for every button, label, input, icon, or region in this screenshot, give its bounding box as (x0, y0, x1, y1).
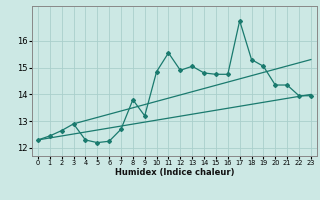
X-axis label: Humidex (Indice chaleur): Humidex (Indice chaleur) (115, 168, 234, 177)
